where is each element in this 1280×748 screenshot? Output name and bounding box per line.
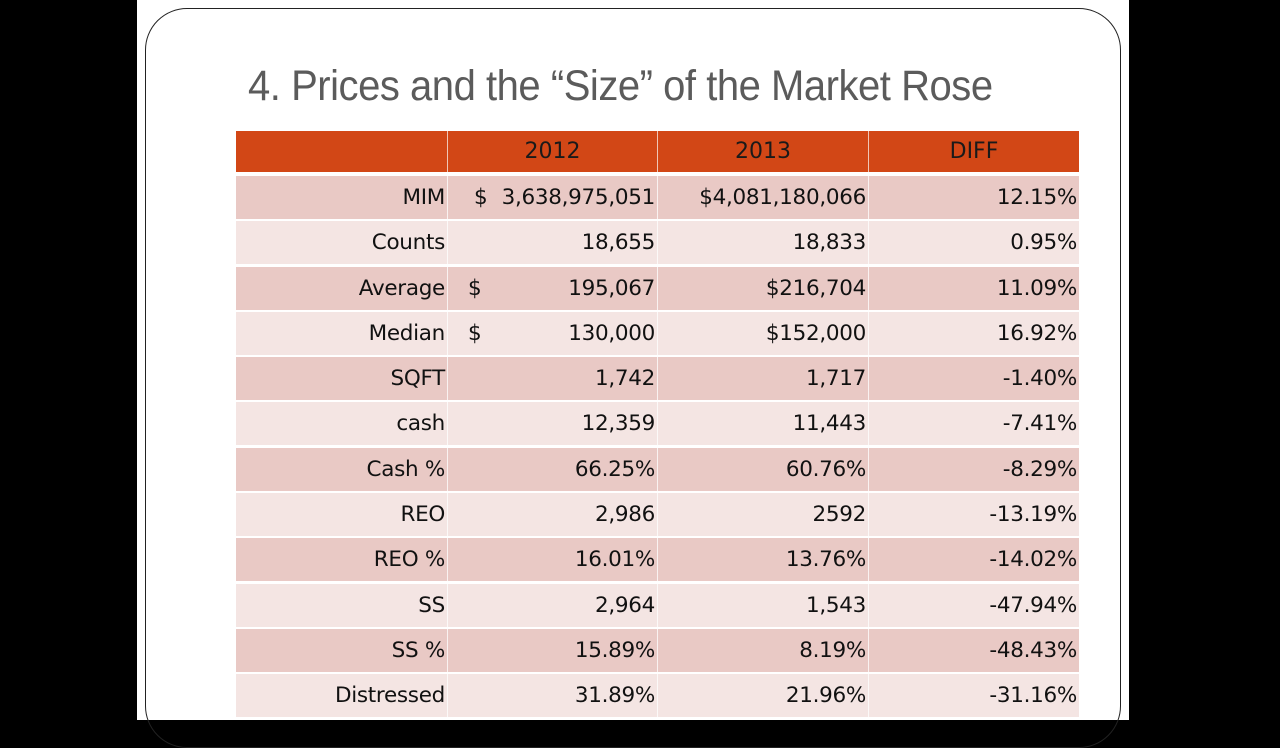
value-diff: 11.09%	[996, 275, 1077, 301]
currency-symbol: $	[468, 275, 482, 301]
header-cell-blank	[236, 131, 448, 172]
currency-symbol: $	[468, 320, 482, 346]
row-label: SS %	[236, 628, 448, 672]
value-diff: -31.16%	[989, 683, 1077, 709]
value-2012-text: 3,638,975,051	[501, 185, 656, 210]
value-2012: $195,067	[448, 266, 658, 310]
value-2012: $130,000	[448, 311, 658, 355]
row-label: Median	[236, 311, 448, 355]
row-label: Counts	[236, 221, 448, 265]
header-cell-diff: DIFF	[949, 139, 999, 164]
value-2013: 1,543	[658, 583, 869, 627]
value-2013: 1,717	[658, 357, 869, 401]
header-separator	[236, 172, 1079, 176]
value-2012-text: 195,067	[568, 275, 655, 301]
value-2013: 18,833	[658, 221, 869, 265]
row-label: Cash %	[236, 447, 448, 491]
value-2012-text: 1,742	[594, 366, 655, 392]
value-2012: 66.25%	[448, 447, 658, 491]
slide-title: 4. Prices and the “Size” of the Market R…	[248, 62, 993, 110]
value-2013: 60.76%	[658, 447, 869, 491]
value-diff: -8.29%	[1002, 456, 1078, 482]
value-diff: -14.02%	[989, 547, 1077, 573]
value-2012-text: 18,655	[581, 230, 656, 256]
row-label: SQFT	[236, 357, 448, 401]
currency-symbol: $	[474, 185, 488, 210]
value-2013: 13.76%	[658, 538, 869, 582]
value-diff: -47.94%	[989, 592, 1077, 618]
value-diff: -7.41%	[1002, 411, 1078, 437]
value-2012: 2,964	[448, 583, 658, 627]
header-cell-2013: 2013	[658, 131, 869, 172]
value-2012-text: 66.25%	[574, 456, 655, 482]
row-label: SS	[236, 583, 448, 627]
table-row: Median $130,000 $152,000 16.92%	[236, 311, 1079, 355]
row-label: REO	[236, 493, 448, 537]
value-2012: $3,638,975,051	[448, 176, 658, 219]
value-2012-text: 12,359	[581, 411, 656, 437]
value-2012-text: 2,964	[594, 592, 655, 618]
header-cell-2012: 2012	[448, 131, 658, 172]
table-row: SQFT 1,742 1,717 -1.40%	[236, 357, 1079, 401]
value-diff: -1.40%	[1002, 366, 1078, 392]
value-2013: 8.19%	[658, 628, 869, 672]
value-2012: 2,986	[448, 493, 658, 537]
value-diff: 16.92%	[996, 320, 1077, 346]
value-diff: 0.95%	[1010, 230, 1077, 256]
value-diff: -13.19%	[989, 502, 1077, 528]
value-2012-text: 2,986	[594, 502, 655, 528]
value-2012: 31.89%	[448, 674, 658, 718]
value-2012: 1,742	[448, 357, 658, 401]
row-label: Distressed	[236, 674, 448, 718]
value-2012: 16.01%	[448, 538, 658, 582]
table-header-row: 2012 2013 DIFF	[236, 131, 1079, 172]
market-comparison-table: 2012 2013 DIFF MIM $3,638,975,051 $4,081,1…	[236, 131, 1079, 720]
row-label: Average	[236, 266, 448, 310]
table-row: Distressed 31.89% 21.96% -31.16%	[236, 674, 1079, 718]
table-row: Cash % 66.25% 60.76% -8.29%	[236, 447, 1079, 491]
table-row: Average $195,067 $216,704 11.09%	[236, 266, 1079, 310]
value-2013: 11,443	[658, 402, 869, 446]
value-2012: 18,655	[448, 221, 658, 265]
row-label: cash	[236, 402, 448, 446]
value-diff: -48.43%	[989, 637, 1077, 663]
value-2013: $4,081,180,066	[658, 176, 869, 219]
table-body: MIM $3,638,975,051 $4,081,180,066 12.15% Cou…	[236, 176, 1079, 718]
value-2012-text: 16.01%	[574, 547, 655, 573]
value-2012: 12,359	[448, 402, 658, 446]
row-label: MIM	[236, 176, 448, 219]
value-2012: 15.89%	[448, 628, 658, 672]
table-row: REO 2,986 2592 -13.19%	[236, 493, 1079, 537]
value-2013: $216,704	[658, 266, 869, 310]
table-row: cash 12,359 11,443 -7.41%	[236, 402, 1079, 446]
value-2012-text: 15.89%	[574, 637, 655, 663]
value-2013: 2592	[658, 493, 869, 537]
table-row: REO % 16.01% 13.76% -14.02%	[236, 538, 1079, 582]
table-row: SS 2,964 1,543 -47.94%	[236, 583, 1079, 627]
value-2012-text: 31.89%	[574, 683, 655, 709]
table-row: MIM $3,638,975,051 $4,081,180,066 12.15%	[236, 176, 1079, 219]
value-diff: 12.15%	[996, 185, 1077, 210]
table-row: SS % 15.89% 8.19% -48.43%	[236, 628, 1079, 672]
table-row: Counts 18,655 18,833 0.95%	[236, 221, 1079, 265]
row-label: REO %	[236, 538, 448, 582]
value-2013: $152,000	[658, 311, 869, 355]
value-2012-text: 130,000	[568, 320, 655, 346]
value-2013: 21.96%	[658, 674, 869, 718]
